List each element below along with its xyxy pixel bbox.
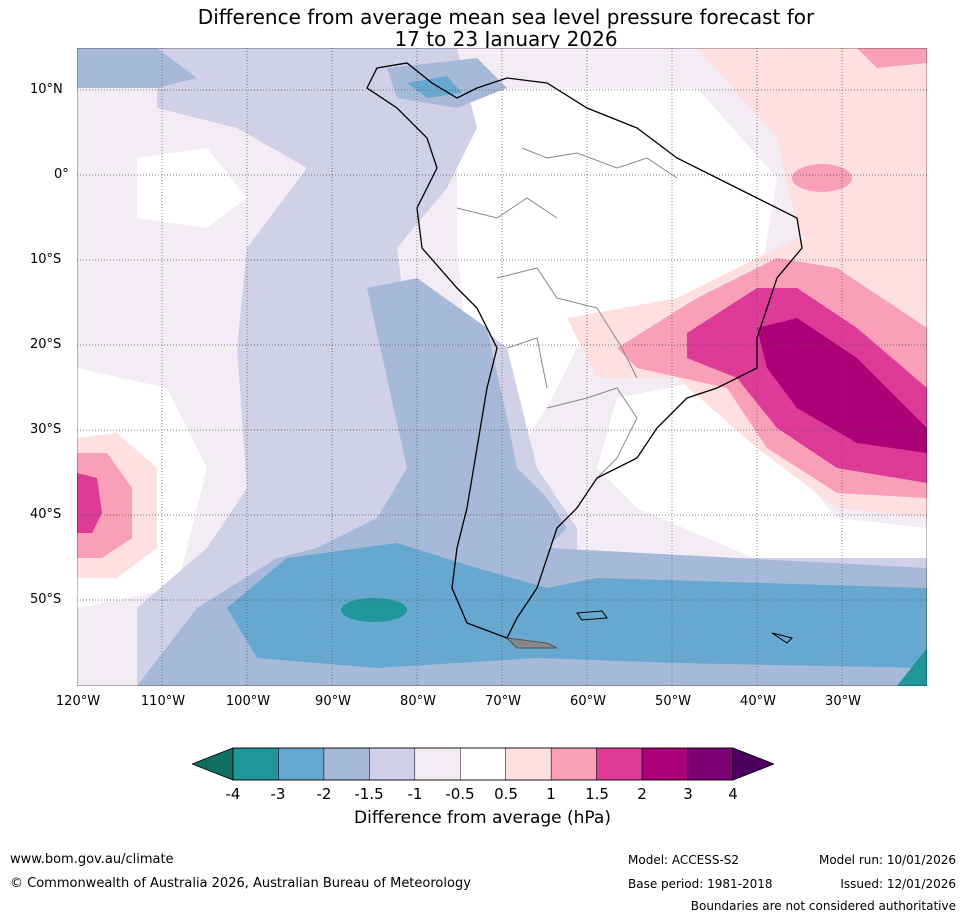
base-period: Base period: 1981-2018 — [628, 877, 773, 891]
colorbar-tick: 1 — [546, 785, 556, 803]
graticule — [77, 48, 927, 686]
lon-label-80w: 80°W — [400, 694, 436, 709]
anomaly-minus1 — [137, 48, 927, 686]
lon-label-40w: 40°W — [740, 694, 776, 709]
model-info: Model: ACCESS-S2 — [628, 853, 740, 867]
anomaly-minus1-5-north — [77, 48, 197, 88]
colorbar-cell — [369, 747, 416, 781]
anomaly-minus3-corner — [897, 648, 927, 686]
lon-label-30w: 30°W — [825, 694, 861, 709]
colorbar-tick: -2 — [316, 785, 332, 803]
lon-label-120w: 120°W — [55, 694, 101, 709]
lat-label-50s: 50°S — [30, 592, 62, 607]
colorbar-label: Difference from average (hPa) — [354, 808, 611, 828]
colorbar-tick: 3 — [683, 785, 693, 803]
lon-label-60w: 60°W — [570, 694, 606, 709]
colorbar-cell — [232, 747, 279, 781]
neutral-region-south — [597, 378, 927, 568]
colorbar-arrow-low — [192, 747, 234, 781]
anomaly-minus2 — [227, 543, 927, 668]
lon-label-100w: 100°W — [225, 694, 271, 709]
tierra-del-fuego — [505, 637, 558, 649]
colorbar-cell — [550, 747, 597, 781]
lon-label-90w: 90°W — [315, 694, 351, 709]
lat-label-30s: 30°S — [30, 422, 62, 437]
anomaly-plus2-southeast — [757, 318, 927, 453]
south-georgia — [771, 632, 793, 644]
lon-label-50w: 50°W — [655, 694, 691, 709]
lon-label-110w: 110°W — [140, 694, 186, 709]
colorbar-cell — [596, 747, 643, 781]
title-line-1: Difference from average mean sea level p… — [197, 5, 815, 29]
colorbar-cells — [232, 747, 734, 781]
colorbar-tick: -3 — [270, 785, 286, 803]
lat-label-20s: 20°S — [30, 337, 62, 352]
colorbar-cell — [505, 747, 552, 781]
falkland-islands — [576, 610, 608, 621]
colorbar-tick: -1.5 — [354, 785, 384, 803]
colorbar — [192, 747, 774, 781]
lat-label-40s: 40°S — [30, 507, 62, 522]
south-america-coastline — [366, 62, 803, 639]
lon-label-70w: 70°W — [485, 694, 521, 709]
colorbar-cell — [460, 747, 506, 781]
colorbar-arrow-high — [732, 747, 774, 781]
colorbar-tick: 2 — [637, 785, 647, 803]
country-boundaries — [456, 147, 678, 479]
colorbar-tick: 1.5 — [585, 785, 609, 803]
colorbar-tick: 4 — [728, 785, 738, 803]
colorbar-cell — [278, 747, 325, 781]
issued-date: Issued: 12/01/2026 — [840, 877, 956, 891]
colorbar-tick: -4 — [225, 785, 241, 803]
title-line-2: 17 to 23 January 2026 — [394, 27, 618, 51]
colorbar-cell — [414, 747, 461, 781]
boundaries-disclaimer: Boundaries are not considered authoritat… — [690, 899, 956, 913]
lat-label-10n: 10°N — [30, 82, 63, 97]
colorbar-tick: -1 — [407, 785, 423, 803]
colorbar-tick: -0.5 — [445, 785, 475, 803]
pressure-anomaly-map — [77, 48, 927, 686]
lat-label-0: 0° — [54, 167, 69, 182]
anomaly-plus1-5-west — [77, 473, 102, 533]
anomaly-minus3-core — [341, 598, 407, 622]
website-link[interactable]: www.bom.gov.au/climate — [10, 852, 174, 867]
copyright-text: © Commonwealth of Australia 2026, Austra… — [10, 876, 471, 891]
anomaly-plus1-north-a — [857, 48, 927, 68]
lat-label-10s: 10°S — [30, 252, 62, 267]
colorbar-cell — [323, 747, 370, 781]
anomaly-plus1-north-b — [792, 164, 852, 192]
neutral-pacific — [137, 148, 247, 228]
colorbar-cell — [687, 747, 734, 781]
colorbar-cell — [641, 747, 688, 781]
model-run: Model run: 10/01/2026 — [818, 853, 956, 867]
neutral-region — [457, 88, 777, 478]
colorbar-tick: 0.5 — [494, 785, 518, 803]
